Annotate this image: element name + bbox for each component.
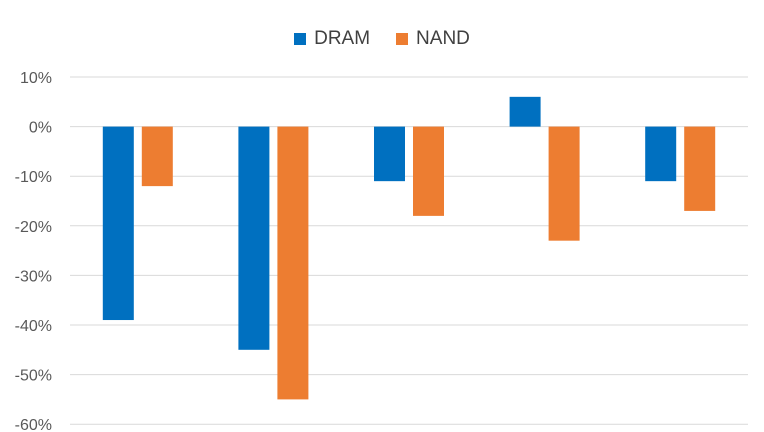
bar-dram-1	[102, 126, 134, 321]
legend-item-nand: NAND	[396, 28, 470, 50]
bar-dram-5	[645, 126, 677, 182]
y-tick-label: -10%	[15, 169, 52, 186]
legend: DRAM NAND	[0, 28, 764, 50]
legend-label-dram: DRAM	[314, 28, 371, 49]
bar-nand-4	[548, 126, 580, 241]
y-tick-label: -20%	[15, 219, 52, 236]
bar-nand-1	[141, 126, 173, 187]
legend-label-nand: NAND	[416, 28, 470, 49]
bar-dram-2	[238, 126, 270, 350]
y-tick-label: 10%	[20, 70, 52, 87]
bar-dram-4	[509, 96, 541, 127]
bar-dram-3	[374, 126, 405, 182]
y-tick-label: -40%	[15, 318, 52, 335]
y-tick-label: 0%	[29, 120, 52, 137]
bar-nand-2	[277, 126, 309, 400]
legend-item-dram: DRAM	[294, 28, 370, 50]
y-tick-label: -60%	[15, 417, 52, 432]
legend-swatch-dram	[294, 33, 307, 45]
bar-nand-3	[413, 126, 444, 216]
bar-nand-5	[684, 126, 716, 211]
y-tick-label: -50%	[15, 368, 52, 385]
legend-swatch-nand	[396, 33, 409, 45]
y-tick-label: -30%	[15, 268, 52, 285]
